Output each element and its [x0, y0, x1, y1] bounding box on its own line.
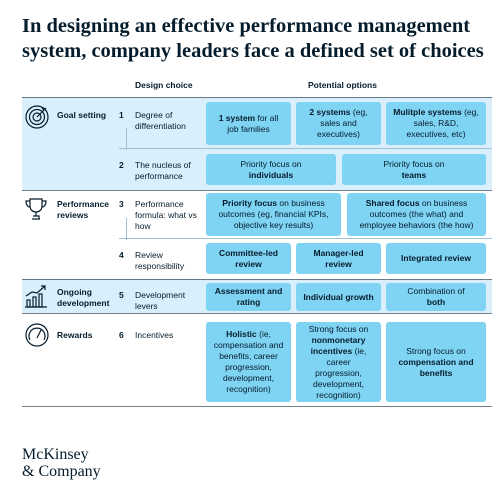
potential-options-header: Potential options: [308, 80, 377, 90]
mckinsey-logo: McKinsey & Company: [22, 446, 101, 480]
option-box: Priority focus on teams: [342, 154, 486, 185]
logo-line-2: & Company: [22, 463, 101, 480]
option-box: Assessment and rating: [206, 283, 291, 311]
option-box: 1 system for all job families: [206, 102, 291, 145]
option-box: Holistic (ie, compensation and benefits,…: [206, 322, 291, 402]
option-box: Individual growth: [296, 283, 381, 311]
choice-label: The nucleus of performance: [135, 160, 191, 181]
row-number: 6: [119, 330, 124, 340]
option-box: Manager-led review: [296, 243, 381, 274]
row-divider: [119, 238, 492, 239]
option-box: Shared focus on business outcomes (the w…: [347, 193, 486, 236]
group-label-ongoing-development: Ongoing development: [57, 287, 110, 308]
choice-label: Incentives: [135, 330, 174, 340]
row-number: 3: [119, 199, 124, 209]
option-box: 2 systems (eg, sales and executives): [296, 102, 381, 145]
option-box: Mulitple systems (eg, sales, R&D, execut…: [386, 102, 486, 145]
separator-top: [22, 97, 492, 98]
row-number: 4: [119, 250, 124, 260]
row-divider: [119, 148, 492, 149]
option-box: Committee-led review: [206, 243, 291, 274]
group-label-goal-setting: Goal setting: [57, 110, 107, 120]
separator-performance: [22, 190, 492, 191]
option-box: Priority focus on business outcomes (eg,…: [206, 193, 341, 236]
choice-label: Performance formula: what vs how: [135, 199, 197, 231]
option-box: Integrated review: [386, 243, 486, 274]
row-number: 1: [119, 110, 124, 120]
group-label-performance-reviews: Performance reviews: [57, 199, 109, 220]
separator-development: [22, 279, 492, 280]
choice-label: Development levers: [135, 290, 186, 311]
logo-line-1: McKinsey: [22, 446, 89, 463]
option-box: Priority focus on individuals: [206, 154, 336, 185]
growth-chart-icon: [23, 283, 49, 309]
trophy-icon: [23, 196, 49, 222]
target-icon: [24, 104, 50, 130]
separator-rewards: [22, 313, 492, 314]
option-box: Strong focus on nonmonetary incentives (…: [296, 322, 381, 402]
design-choice-header: Design choice: [135, 80, 193, 90]
row-number: 2: [119, 160, 124, 170]
choice-label: Review responsibility: [135, 250, 185, 271]
connector-line: [126, 218, 127, 240]
option-box: Combination of both: [386, 283, 486, 311]
separator-bottom: [22, 406, 492, 407]
page-title: In designing an effective performance ma…: [22, 15, 484, 62]
choice-label: Degree of differentiation: [135, 110, 186, 131]
connector-line: [126, 128, 127, 150]
group-label-rewards: Rewards: [57, 330, 93, 340]
gauge-icon: [24, 322, 50, 348]
option-box: Strong focus on compensation and benefit…: [386, 322, 486, 402]
row-number: 5: [119, 290, 124, 300]
